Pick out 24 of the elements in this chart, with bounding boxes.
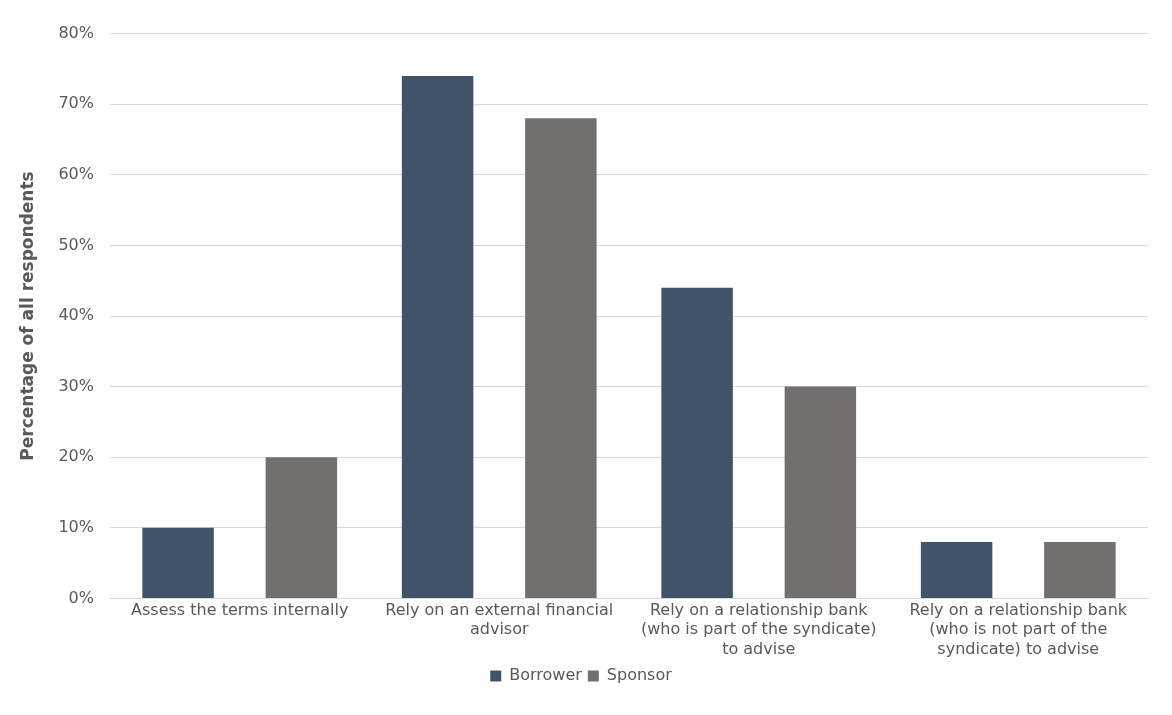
x-tick-label: Rely on a relationship bank (who is not part of the syndicate) to advise — [909, 600, 1128, 658]
y-axis-title: Percentage of all respondents — [16, 171, 37, 461]
y-tick-label: 30% — [58, 375, 94, 395]
x-tick-label: Rely on a relationship bank (who is part of the syndicate) to advise — [641, 600, 877, 658]
bar — [784, 386, 857, 598]
bar — [661, 287, 733, 598]
y-tick-label: 40% — [58, 305, 94, 325]
bar — [1044, 541, 1116, 598]
y-tick-label: 0% — [68, 587, 94, 607]
x-tick-label: Rely on an external financial advisor — [385, 600, 614, 639]
y-tick-label: 70% — [58, 93, 94, 113]
y-tick-label: 60% — [58, 163, 94, 183]
legend-label: Borrower — [509, 665, 583, 685]
legend-label: Sponsor — [606, 665, 673, 685]
y-tick-label: 10% — [58, 516, 94, 536]
y-tick-label: 20% — [58, 446, 94, 466]
bar — [401, 75, 474, 598]
bar — [525, 118, 597, 598]
bar — [265, 457, 338, 598]
bar — [920, 541, 993, 598]
bar — [142, 527, 214, 598]
y-tick-label: 80% — [58, 22, 94, 42]
x-tick-label: Assess the terms internally — [131, 600, 349, 620]
y-tick-label: 50% — [58, 234, 94, 254]
